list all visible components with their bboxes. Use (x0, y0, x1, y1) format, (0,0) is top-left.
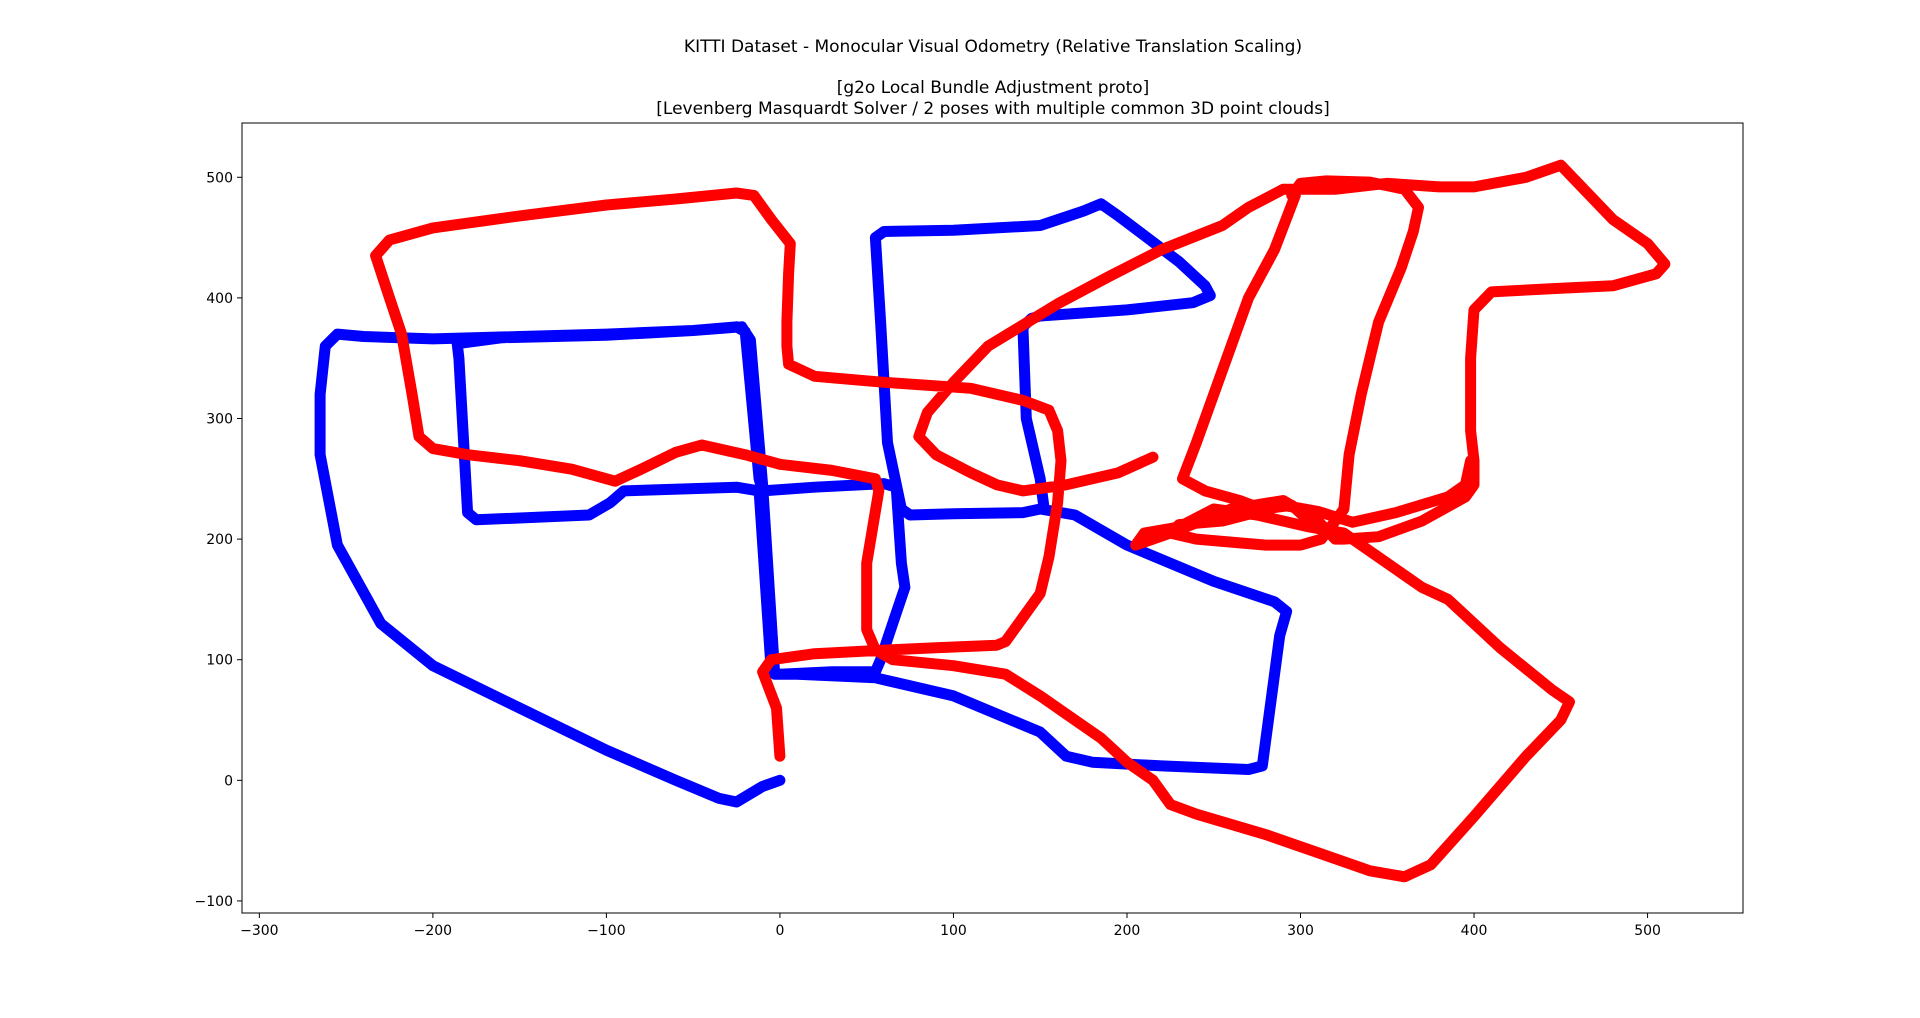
x-tick-label: 500 (1634, 923, 1661, 939)
x-tick-label: 100 (940, 923, 967, 939)
x-tick-label: 200 (1114, 923, 1141, 939)
trajectory-series-2 (370, 159, 1671, 883)
chart-title: KITTI Dataset - Monocular Visual Odometr… (684, 37, 1302, 57)
chart-subtitle-line-1: [g2o Local Bundle Adjustment proto] (837, 78, 1150, 98)
y-tick-label: 100 (206, 653, 233, 669)
trajectory-series-1 (314, 198, 1293, 808)
y-tick-label: 200 (206, 532, 233, 548)
y-tick-label: −100 (195, 894, 233, 910)
plot-area-frame (241, 122, 1744, 914)
chart-subtitle-line-2: [Levenberg Masquardt Solver / 2 poses wi… (656, 99, 1329, 119)
trajectory-series-4 (1177, 189, 1332, 539)
y-tick-label: 400 (206, 291, 233, 307)
x-tick-label: −300 (240, 923, 278, 939)
x-tick-label: 300 (1287, 923, 1314, 939)
x-axis: −300 −200 −100 0 100 200 300 400 500 (240, 913, 1661, 939)
y-tick-label: 300 (206, 411, 233, 427)
y-tick-label: 500 (206, 170, 233, 186)
series-layer (314, 159, 1671, 883)
x-tick-label: 400 (1461, 923, 1488, 939)
y-tick-label: 0 (224, 773, 233, 789)
x-tick-label: −200 (414, 923, 452, 939)
trajectory-series-3 (1164, 175, 1477, 551)
x-tick-label: −100 (587, 923, 625, 939)
x-tick-label: 0 (775, 923, 784, 939)
y-axis: −100 0 100 200 300 400 500 (195, 170, 242, 910)
